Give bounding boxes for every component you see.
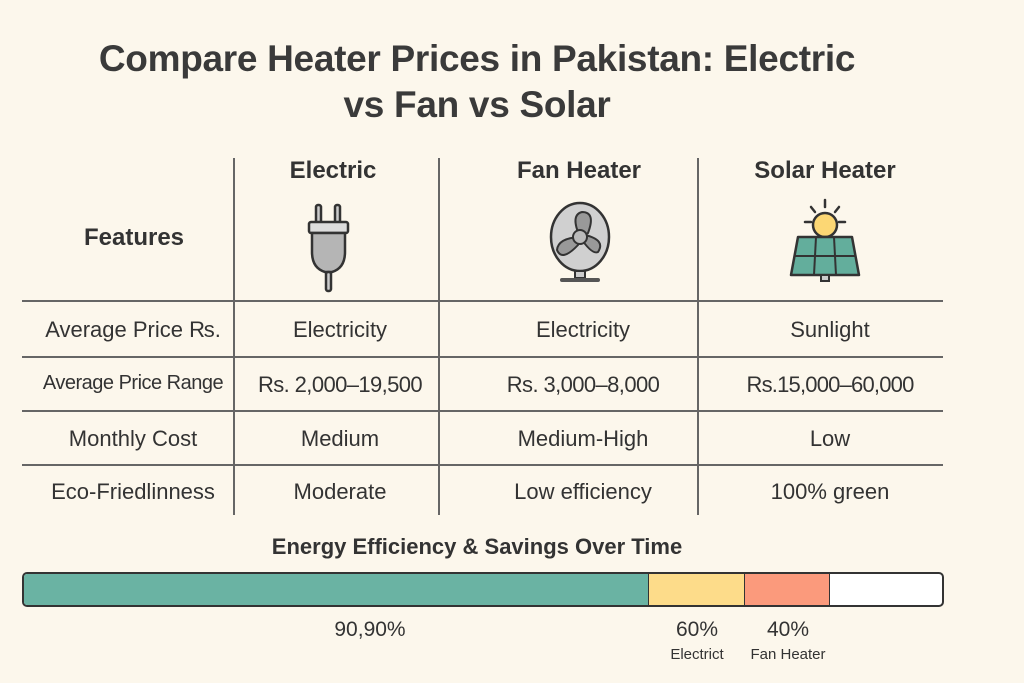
cell-solar-heater: Sunlight: [790, 317, 870, 342]
cell-fan-heater: Low efficiency: [514, 479, 652, 504]
column-header-fan-heater: Fan Heater: [516, 157, 642, 184]
row-label: Average Price Range: [42, 372, 224, 394]
solar-panel-sun-icon: [789, 198, 861, 282]
bar-segment-fan-heater: [744, 574, 830, 605]
cell-solar-heater: Rs.15,000–60,000: [746, 372, 914, 397]
bar-segment-solar: [24, 574, 650, 605]
cell-fan-heater: Rs. 3,000–8,000: [506, 372, 660, 397]
plug-icon: [307, 203, 350, 293]
efficiency-bar: [22, 572, 944, 607]
segment-sublabel: Electrict: [670, 646, 724, 663]
cell-electric: Electricity: [292, 317, 388, 342]
segment-value-label: 60%: [675, 618, 719, 641]
cell-fan-heater: Electricity: [535, 317, 631, 342]
divider: [697, 158, 699, 515]
divider: [22, 300, 943, 302]
column-header-electric: Electric: [289, 157, 377, 184]
cell-solar-heater: 100% green: [770, 479, 890, 504]
page-title: Compare Heater Prices in Pakistan: Elect…: [98, 38, 856, 125]
cell-electric: Moderate: [293, 479, 387, 504]
segment-sublabel: Fan Heater: [750, 646, 826, 663]
cell-fan-heater: Medium-High: [517, 426, 649, 451]
cell-electric: Rs. 2,000–19,500: [257, 372, 423, 397]
cell-electric: Medium: [300, 426, 380, 451]
cell-solar-heater: Low: [809, 426, 851, 451]
fan-icon: [549, 201, 611, 282]
row-label: Average Price ₨.: [45, 317, 221, 342]
bar-segment-electric: [649, 574, 745, 605]
divider: [233, 158, 235, 515]
divider: [22, 356, 943, 358]
divider: [22, 464, 943, 466]
divider: [22, 410, 943, 412]
efficiency-title: Energy Efficiency & Savings Over Time: [271, 534, 683, 559]
row-label: Monthly Cost: [68, 426, 198, 451]
divider: [438, 158, 440, 515]
column-header-solar-heater: Solar Heater: [754, 157, 896, 184]
features-header: Features: [83, 224, 185, 251]
segment-value-label: 40%: [766, 618, 810, 641]
row-label: Eco-Friedlinness: [51, 479, 215, 504]
segment-value-label: 90,90%: [334, 618, 406, 641]
